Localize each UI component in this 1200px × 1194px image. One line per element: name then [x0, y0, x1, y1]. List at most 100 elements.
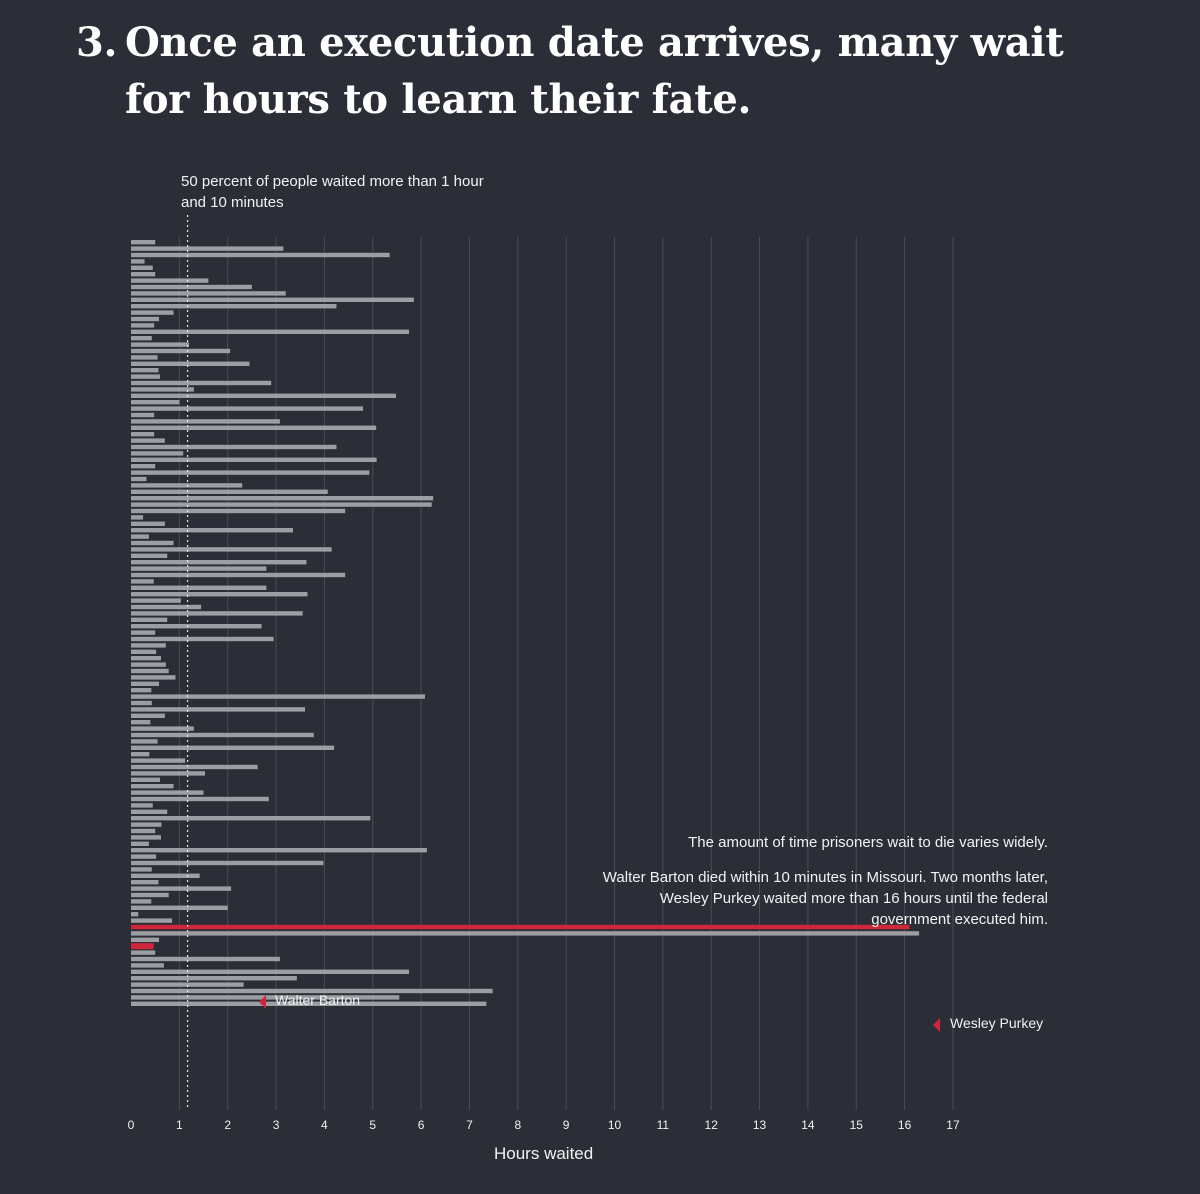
- bar: [131, 611, 303, 616]
- x-tick-label: 4: [321, 1118, 328, 1132]
- annotation-barton-purkey: Walter Barton died within 10 minutes in …: [602, 869, 1048, 928]
- x-tick-label: 7: [466, 1118, 473, 1132]
- bar: [131, 745, 335, 750]
- bar: [131, 1001, 487, 1006]
- bar: [131, 860, 324, 866]
- bar: [131, 700, 152, 706]
- bar: [131, 547, 332, 552]
- bar: [131, 521, 165, 526]
- bar: [131, 630, 156, 635]
- bar: [131, 816, 371, 821]
- x-tick-label: 6: [418, 1118, 425, 1132]
- bar: [131, 681, 160, 686]
- x-axis-label: Hours waited: [494, 1144, 594, 1163]
- bar: [131, 880, 159, 885]
- bar: [131, 982, 244, 987]
- bar: [131, 739, 158, 744]
- bar: [131, 496, 434, 501]
- bar: [131, 963, 164, 968]
- bar: [131, 758, 186, 763]
- bar: [131, 476, 147, 482]
- bar-walter-barton: [131, 924, 910, 930]
- bar: [131, 278, 209, 283]
- bar: [131, 662, 166, 667]
- bar: [131, 726, 194, 731]
- bar: [131, 720, 151, 725]
- bar: [131, 803, 153, 808]
- bar: [131, 592, 308, 597]
- bar: [131, 400, 180, 405]
- bar: [131, 246, 284, 251]
- bar: [131, 796, 269, 802]
- median-annotation: 50 percent of people waited more than 1 …: [181, 173, 484, 211]
- section-number: 3.: [76, 19, 118, 66]
- bar: [131, 764, 258, 770]
- bar: [131, 656, 161, 661]
- bar: [131, 329, 410, 334]
- bar: [131, 259, 145, 264]
- bar: [131, 822, 162, 827]
- bar: [131, 572, 346, 578]
- bar: [131, 265, 153, 270]
- bar: [131, 784, 174, 789]
- bar: [131, 732, 314, 738]
- bar: [131, 252, 390, 258]
- bar: [131, 956, 280, 962]
- bar: [131, 432, 155, 437]
- x-tick-label: 16: [898, 1118, 912, 1132]
- annotation-variation: The amount of time prisoners wait to die…: [688, 834, 1048, 851]
- bar: [131, 406, 364, 411]
- bar: [131, 515, 144, 520]
- bar: [131, 976, 297, 981]
- bar: [131, 604, 202, 610]
- bar: [131, 534, 149, 539]
- bar: [131, 892, 169, 898]
- bar: [131, 988, 493, 994]
- x-tick-label: 2: [224, 1118, 231, 1132]
- bar: [131, 483, 243, 488]
- bar: [131, 368, 159, 373]
- bar: [131, 688, 152, 693]
- bar: [131, 912, 139, 917]
- bar-wesley-purkey: [131, 943, 154, 950]
- bar: [131, 790, 204, 795]
- bar: [131, 348, 231, 354]
- bar: [131, 899, 152, 904]
- bar: [131, 310, 174, 315]
- bar: [131, 636, 274, 642]
- bar: [131, 777, 161, 782]
- bar: [131, 342, 190, 347]
- bar: [131, 528, 293, 533]
- bar: [131, 873, 200, 878]
- callout-wesley-purkey: Wesley Purkey: [950, 1015, 1044, 1031]
- x-tick-label: 3: [273, 1118, 280, 1132]
- callout-walter-barton: Walter Barton: [275, 992, 361, 1008]
- bar: [131, 508, 346, 514]
- x-tick-label: 9: [563, 1118, 570, 1132]
- bar: [131, 950, 156, 955]
- bar: [131, 291, 286, 296]
- bar: [131, 560, 307, 565]
- bar: [131, 451, 184, 456]
- bar: [131, 854, 157, 859]
- bar: [131, 969, 410, 974]
- bar: [131, 457, 377, 462]
- bar: [131, 336, 152, 341]
- pointer-walter-barton: [259, 995, 266, 1009]
- bar: [131, 361, 250, 366]
- bar: [131, 675, 176, 680]
- bar: [131, 617, 168, 622]
- bar: [131, 419, 280, 424]
- bar: [131, 694, 425, 699]
- bar: [131, 841, 149, 846]
- x-tick-label: 14: [801, 1118, 815, 1132]
- bar: [131, 886, 232, 891]
- bar: [131, 905, 228, 910]
- bar: [131, 937, 160, 942]
- bar: [131, 828, 156, 834]
- bar: [131, 579, 154, 584]
- bar: [131, 540, 174, 546]
- bar: [131, 444, 337, 450]
- bar: [131, 835, 161, 840]
- bar: [131, 412, 155, 418]
